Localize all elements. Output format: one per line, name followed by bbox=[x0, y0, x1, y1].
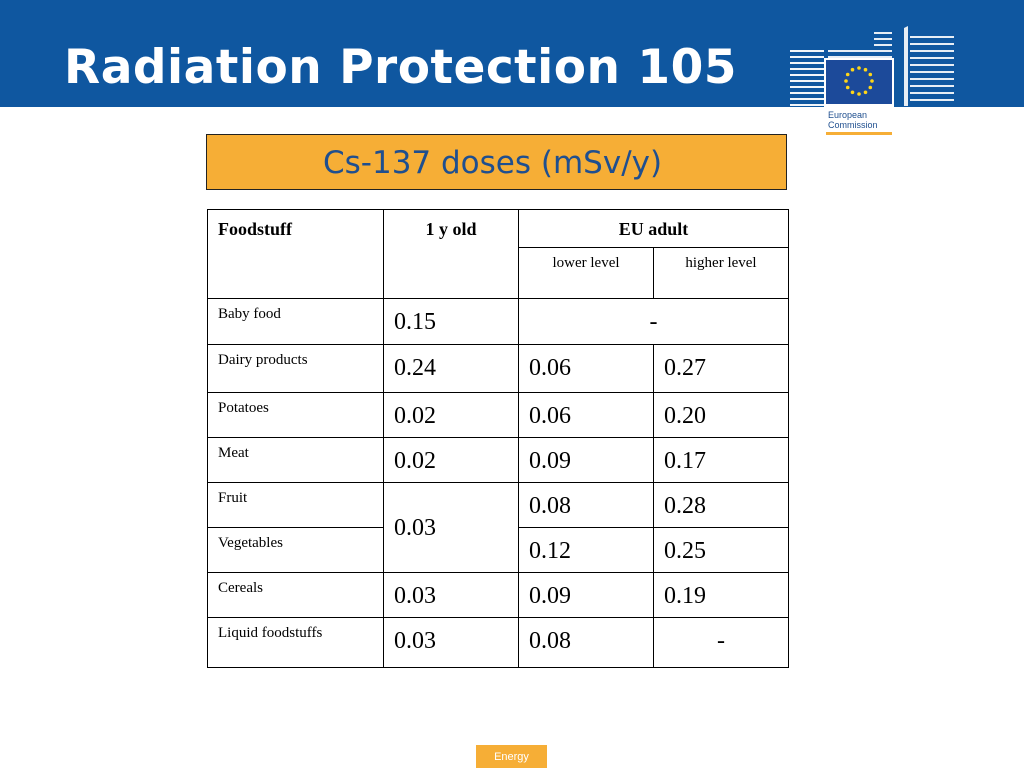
logo-underline bbox=[826, 132, 892, 135]
food-cell: Potatoes bbox=[207, 392, 384, 438]
header-higher-level: higher level bbox=[653, 247, 789, 299]
building-stripes-right bbox=[828, 26, 954, 106]
higher-level-value: 0.25 bbox=[653, 527, 789, 573]
table-header-row: Foodstuff 1 y old EU adult bbox=[207, 209, 789, 299]
logo-text-line2: Commission bbox=[828, 120, 878, 130]
lower-level-value: 0.08 bbox=[518, 617, 654, 668]
lower-level-value: 0.08 bbox=[518, 482, 654, 528]
higher-level-value: - bbox=[653, 617, 789, 668]
food-cell: Baby food bbox=[207, 298, 384, 345]
header-lower-level: lower level bbox=[518, 247, 654, 299]
header-eu-adult: EU adult bbox=[518, 209, 789, 248]
eu-stars-icon bbox=[844, 66, 874, 96]
table-row: Cereals 0.03 0.09 0.19 bbox=[207, 572, 789, 618]
doses-table: Foodstuff 1 y old EU adult lower level h… bbox=[207, 209, 789, 668]
lower-level-value: 0.06 bbox=[518, 344, 654, 393]
food-cell: Fruit bbox=[207, 482, 384, 528]
table-row: Potatoes 0.02 0.06 0.20 bbox=[207, 392, 789, 438]
food-cell: Vegetables bbox=[207, 527, 384, 573]
subtitle-text: Cs-137 doses (mSv/y) bbox=[323, 145, 663, 181]
header-one-year-old: 1 y old bbox=[383, 209, 519, 299]
food-cell: Dairy products bbox=[207, 344, 384, 393]
food-cell: Meat bbox=[207, 437, 384, 483]
one-year-old-value: 0.02 bbox=[383, 437, 519, 483]
building-stripes-left bbox=[790, 50, 824, 106]
higher-level-value: 0.28 bbox=[653, 482, 789, 528]
table-row: Liquid foodstuffs 0.03 0.08 - bbox=[207, 617, 789, 668]
header-foodstuff: Foodstuff bbox=[207, 209, 384, 299]
slide-title: Radiation Protection 105 bbox=[64, 40, 737, 95]
higher-level-value: 0.19 bbox=[653, 572, 789, 618]
higher-level-value: 0.27 bbox=[653, 344, 789, 393]
lower-level-value: 0.06 bbox=[518, 392, 654, 438]
table-row: Baby food 0.15 - bbox=[207, 298, 789, 345]
table-row: Dairy products 0.24 0.06 0.27 bbox=[207, 344, 789, 393]
food-cell: Cereals bbox=[207, 572, 384, 618]
one-year-old-value: 0.03 bbox=[383, 617, 519, 668]
subtitle-box: Cs-137 doses (mSv/y) bbox=[206, 134, 787, 190]
one-year-old-value: 0.03 bbox=[383, 572, 519, 618]
one-year-old-value: 0.15 bbox=[383, 298, 519, 345]
lower-level-value: 0.09 bbox=[518, 572, 654, 618]
table-row: Fruit 0.03 0.08 0.28 bbox=[207, 482, 789, 573]
lower-level-value: 0.12 bbox=[518, 527, 654, 573]
higher-level-value: 0.20 bbox=[653, 392, 789, 438]
table-row: Vegetables 0.12 0.25 bbox=[207, 527, 789, 573]
header-bar: Radiation Protection 105 bbox=[0, 0, 1024, 107]
footer-label: Energy bbox=[494, 751, 529, 763]
european-commission-logo: European Commission bbox=[790, 26, 954, 138]
one-year-old-value: 0.24 bbox=[383, 344, 519, 393]
higher-level-value: 0.17 bbox=[653, 437, 789, 483]
table-subheader-row: lower level higher level bbox=[208, 247, 789, 299]
lower-level-value: 0.09 bbox=[518, 437, 654, 483]
table-row: Meat 0.02 0.09 0.17 bbox=[207, 437, 789, 483]
eu-adult-value: - bbox=[518, 298, 789, 345]
food-cell: Liquid foodstuffs bbox=[207, 617, 384, 668]
one-year-old-value: 0.02 bbox=[383, 392, 519, 438]
one-year-old-value: 0.03 bbox=[383, 482, 519, 573]
logo-text-line1: European bbox=[828, 110, 867, 120]
footer-tab: Energy bbox=[476, 745, 547, 768]
